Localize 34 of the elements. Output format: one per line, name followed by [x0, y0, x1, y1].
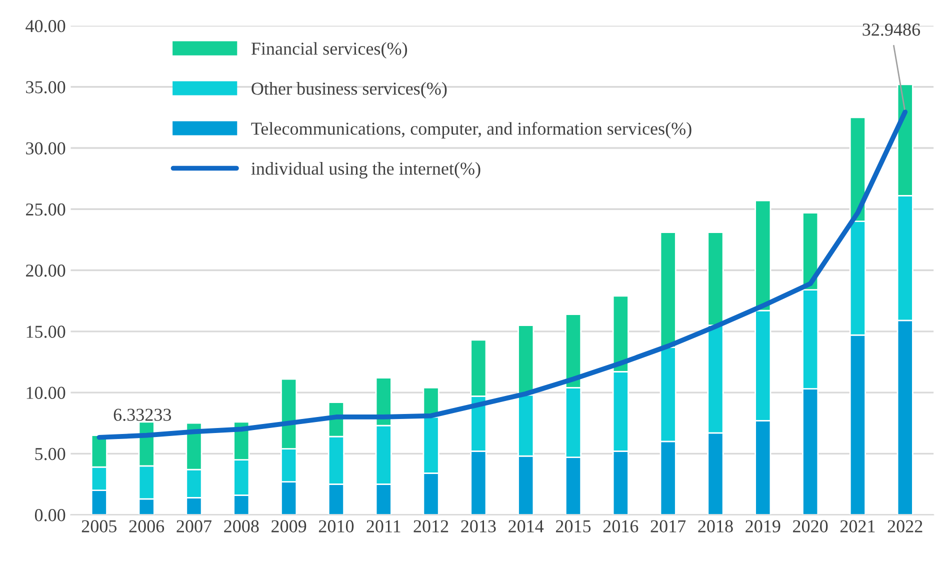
legend-label: Telecommunications, computer, and information services(%) [251, 122, 692, 138]
y-tick-label: 15.00 [26, 326, 66, 338]
y-tick-label: 0.00 [34, 509, 66, 522]
x-tick-label: 2020 [793, 520, 828, 532]
y-tick-label: 40.00 [26, 20, 66, 32]
x-tick-label: 2009 [272, 520, 306, 532]
x-tick-label: 2017 [650, 520, 686, 532]
legend-label: individual using the internet(%) [251, 162, 480, 178]
x-tick-label: 2016 [603, 520, 638, 532]
y-tick-label: 5.00 [35, 448, 66, 460]
y-tick-label: 30.00 [26, 142, 66, 155]
x-tick-label: 2008 [224, 520, 259, 532]
x-tick-label: 2006 [129, 520, 164, 532]
data-label: 6.33233 [114, 408, 172, 421]
line-series [96, 110, 908, 440]
data-label: 32.9486 [862, 24, 920, 36]
x-tick-label: 2019 [746, 520, 780, 532]
x-tick-label: 2015 [556, 520, 591, 532]
x-tick-label: 2007 [176, 520, 212, 532]
x-tick-label: 2011 [366, 520, 400, 532]
x-tick-label: 2022 [888, 520, 922, 532]
x-tick-label: 2021 [840, 520, 875, 532]
x-tick-label: 2018 [698, 520, 733, 532]
legend-label: Financial services(%) [251, 42, 408, 58]
legend-label: Other business services(%) [252, 82, 447, 98]
y-tick-label: 10.00 [26, 386, 66, 400]
x-tick-label: 2013 [461, 520, 496, 532]
x-tick-label: 2010 [318, 520, 354, 532]
x-tick-label: 2012 [414, 520, 448, 532]
y-tick-label: 35.00 [26, 81, 66, 94]
y-tick-label: 20.00 [26, 264, 66, 277]
x-tick-label: 2005 [82, 520, 117, 532]
x-tick-label: 2014 [508, 520, 544, 532]
y-tick-label: 25.00 [26, 203, 66, 216]
